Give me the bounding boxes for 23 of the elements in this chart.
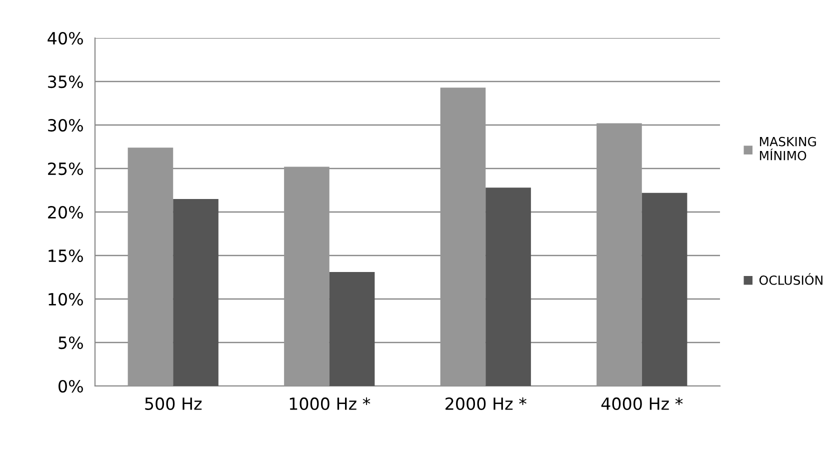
legend-label: OCLUSIÓN [759, 273, 822, 285]
y-tick-label: 10% [48, 292, 83, 306]
y-tick-label: 0% [58, 380, 83, 393]
y-tick-label: 5% [58, 336, 83, 350]
y-tick-label: 20% [48, 206, 83, 219]
y-tick-label: 35% [48, 75, 83, 88]
x-tick-label: 500 Hz [145, 397, 202, 410]
y-tick-label: 25% [48, 162, 83, 176]
bar [486, 188, 531, 386]
bar [128, 148, 174, 386]
y-tick-label: 40% [48, 32, 83, 45]
legend-label: MASKING MÍNIMO [760, 136, 816, 160]
y-tick-label: 30% [48, 118, 83, 132]
bar [440, 88, 486, 386]
x-tick-label: 4000 Hz * [601, 397, 683, 410]
bar [596, 123, 642, 386]
bar [329, 272, 375, 386]
bar [173, 198, 218, 386]
bar [642, 192, 688, 386]
x-tick-label: 2000 Hz * [446, 397, 526, 410]
bar [284, 166, 330, 386]
y-tick-label: 15% [48, 249, 83, 262]
x-tick-label: 1000 Hz * [290, 397, 370, 410]
